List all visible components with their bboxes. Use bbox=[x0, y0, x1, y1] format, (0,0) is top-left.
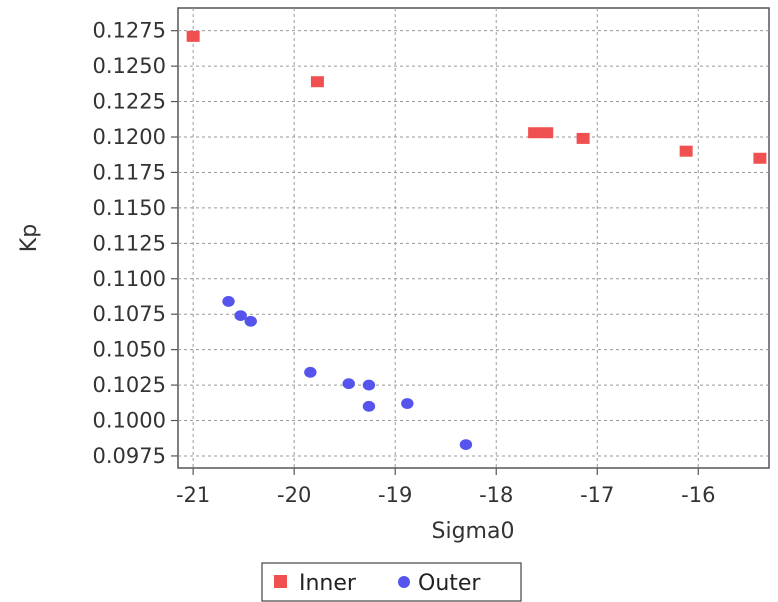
data-point-outer bbox=[459, 439, 473, 451]
y-tick-label: 0.1125 bbox=[93, 231, 166, 255]
legend-box bbox=[261, 562, 522, 602]
plot-area bbox=[177, 7, 770, 469]
y-tick-label: 0.1000 bbox=[93, 409, 166, 433]
x-tick-label: -17 bbox=[580, 483, 614, 507]
x-tick-label: -18 bbox=[479, 483, 513, 507]
x-axis-label: Sigma0 bbox=[432, 519, 515, 544]
data-point-outer bbox=[342, 378, 355, 390]
legend-marker-outer bbox=[398, 576, 410, 588]
x-tick-label: -16 bbox=[681, 483, 715, 507]
legend-label-inner: Inner bbox=[299, 571, 357, 596]
y-tick-label: 0.1275 bbox=[93, 19, 166, 43]
y-axis-label: Kp bbox=[17, 224, 42, 252]
y-tick-label: 0.1025 bbox=[93, 373, 166, 397]
legend-marker-inner bbox=[274, 575, 287, 588]
x-tick-label: -20 bbox=[277, 483, 311, 507]
data-point-outer bbox=[222, 296, 235, 307]
legend: Inner Outer bbox=[261, 562, 522, 602]
legend-label-outer: Outer bbox=[418, 571, 481, 596]
y-tick-label: 0.1200 bbox=[93, 125, 166, 149]
data-point-outer bbox=[362, 400, 376, 412]
data-point-inner bbox=[528, 127, 542, 139]
y-tick-label: 0.1175 bbox=[93, 160, 166, 184]
y-tick-label: 0.1100 bbox=[93, 267, 166, 291]
y-tick-label: 0.1075 bbox=[93, 302, 166, 326]
data-point-inner bbox=[753, 152, 767, 164]
data-point-outer bbox=[244, 315, 257, 327]
data-point-outer bbox=[362, 379, 376, 391]
data-point-outer bbox=[401, 398, 414, 409]
y-tick-label: 0.0975 bbox=[93, 444, 166, 468]
data-point-inner bbox=[540, 127, 554, 139]
x-tick-label: -19 bbox=[378, 483, 412, 507]
y-tick-label: 0.1150 bbox=[93, 196, 166, 220]
data-point-inner bbox=[310, 76, 324, 88]
y-tick-label: 0.1225 bbox=[93, 90, 166, 114]
y-axis-ticks: 0.0975 0.1000 0.1025 0.1050 0.1075 0.1100 0.11… bbox=[93, 19, 178, 468]
x-tick-label: -21 bbox=[176, 483, 210, 507]
data-points bbox=[186, 30, 767, 451]
data-point-inner bbox=[679, 145, 693, 157]
grid-lines bbox=[178, 8, 769, 468]
y-tick-label: 0.1250 bbox=[93, 54, 166, 78]
data-point-outer bbox=[304, 366, 317, 378]
y-tick-label: 0.1050 bbox=[93, 338, 166, 362]
x-axis-ticks: -21 -20 -19 -18 -17 -16 bbox=[176, 468, 715, 507]
data-point-inner bbox=[576, 132, 590, 144]
data-point-inner bbox=[186, 30, 200, 42]
data-point-outer bbox=[234, 310, 247, 322]
